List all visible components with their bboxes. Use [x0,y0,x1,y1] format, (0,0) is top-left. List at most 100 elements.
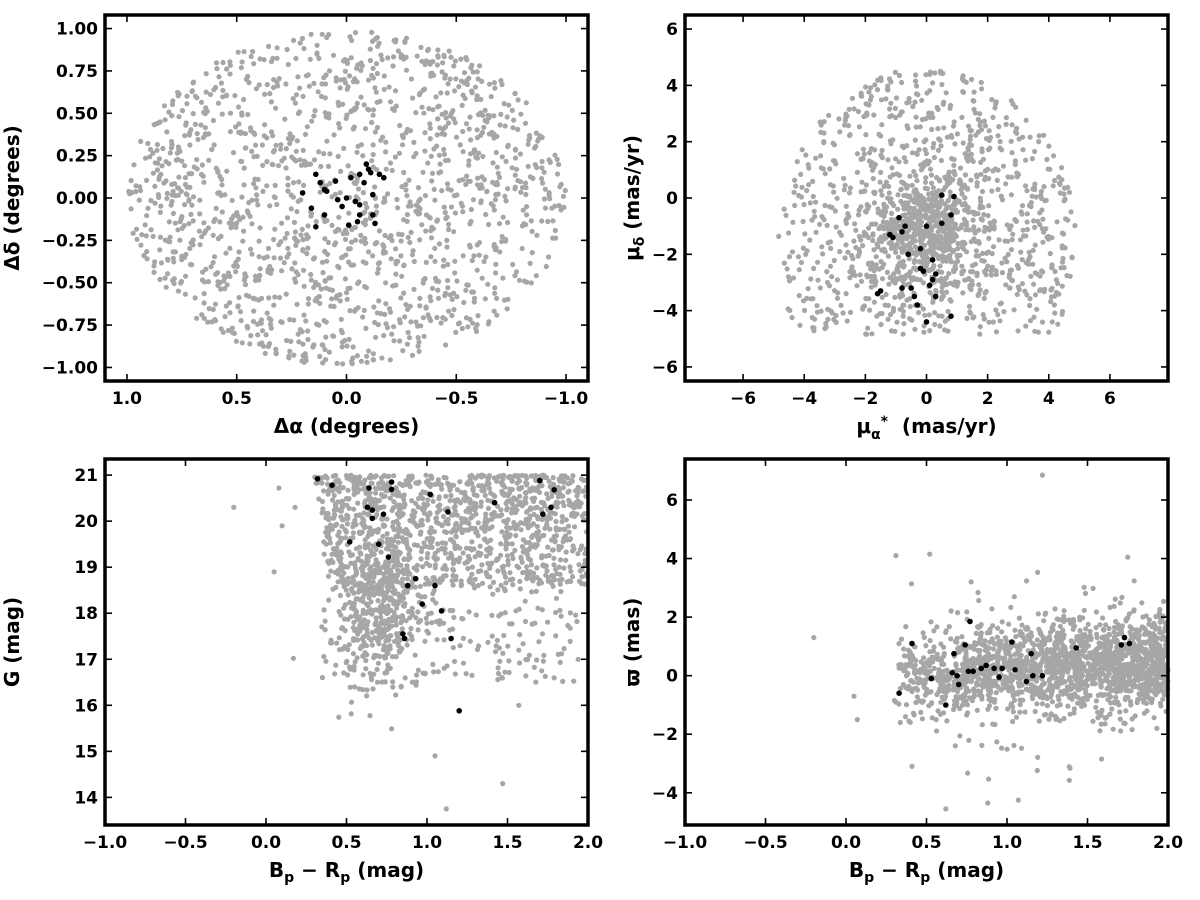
field-star-point [474,93,480,99]
field-star-point [158,203,164,209]
field-star-point [263,332,269,338]
member-star-point [339,203,345,210]
field-star-point [822,202,828,209]
field-star-point [255,176,261,182]
field-star-point [154,141,160,148]
field-star-point [361,102,367,108]
member-star-point [908,285,914,291]
field-star-point [828,245,834,251]
field-star-point [932,321,938,327]
field-star-point [200,134,206,141]
field-star-point [419,104,425,110]
field-star-point [415,323,421,329]
field-star-point [514,166,520,172]
field-star-point [322,278,328,284]
field-star-point [242,131,248,137]
field-star-point [205,319,211,325]
field-star-point [462,95,468,102]
field-star-point [502,193,508,199]
field-star-point [547,526,553,532]
field-star-point [429,170,436,176]
field-star-point [313,480,319,486]
field-star-point [504,553,510,559]
field-star-point [148,227,154,233]
field-star-point [202,125,208,131]
field-star-point [552,511,558,517]
field-star-point [461,70,468,76]
field-star-point [975,116,981,122]
field-star-point [391,563,397,570]
field-star-point [973,132,979,138]
field-star-point [522,497,528,503]
field-star-point [176,114,182,120]
field-star-point [355,143,361,149]
field-star-point [947,231,953,238]
field-star-point [395,591,401,597]
field-star-point [531,574,537,581]
field-star-point [445,120,452,126]
field-star-point [501,297,508,303]
field-star-point [490,591,496,597]
field-star-point [351,590,357,596]
field-star-point [297,40,303,46]
field-star-point [248,53,254,60]
field-star-point [406,335,413,341]
field-star-point [182,291,188,297]
field-star-point [912,137,918,143]
field-star-point [327,515,333,521]
field-star-point [878,133,884,139]
member-star-point [388,486,395,493]
field-star-point [496,645,502,651]
field-star-point [240,214,246,220]
field-star-point [266,43,272,50]
field-star-point [463,121,470,127]
field-star-point [996,124,1002,130]
field-star-point [935,205,941,211]
field-star-point [815,277,821,283]
field-star-point [494,164,500,170]
field-star-point [164,129,170,135]
field-star-point [211,142,217,148]
field-star-point [442,157,449,164]
field-star-point [268,129,275,135]
field-star-point [1016,287,1022,293]
field-star-point [251,308,257,314]
field-star-point [254,192,260,198]
field-star-point [871,299,878,305]
field-star-point [457,524,463,530]
field-star-point [563,557,569,563]
field-star-point [440,263,446,269]
field-star-point [836,116,842,122]
field-star-point [879,264,885,271]
field-star-point [972,110,979,116]
field-star-point [186,198,192,204]
field-star-point [527,135,533,141]
field-star-point [378,614,384,620]
field-star-point [541,196,548,202]
field-star-point [321,539,327,545]
field-star-point [505,517,511,523]
field-star-point [416,495,422,502]
field-star-point [315,89,321,95]
field-star-point [231,330,237,336]
member-star-point [412,575,419,582]
field-star-point [940,209,947,216]
field-star-point [1041,184,1047,190]
field-star-point [210,259,216,266]
field-star-point [347,285,353,291]
field-star-point [329,488,335,494]
field-star-point [541,532,547,538]
chart-panel-1: 1.0 0.5 0.0 −0.5 −1.01.000.750.500.250.00−0.… [0,13,590,438]
field-star-point [905,200,911,206]
field-star-point [453,557,459,563]
field-star-point [230,150,237,156]
field-star-point [422,638,428,644]
field-star-point [144,213,150,219]
field-star-point [385,55,391,61]
field-star-point [475,550,481,556]
field-star-point [526,540,533,546]
field-star-point [354,100,360,106]
field-star-point [301,45,307,52]
field-star-point [234,263,240,269]
field-star-point [959,114,965,120]
